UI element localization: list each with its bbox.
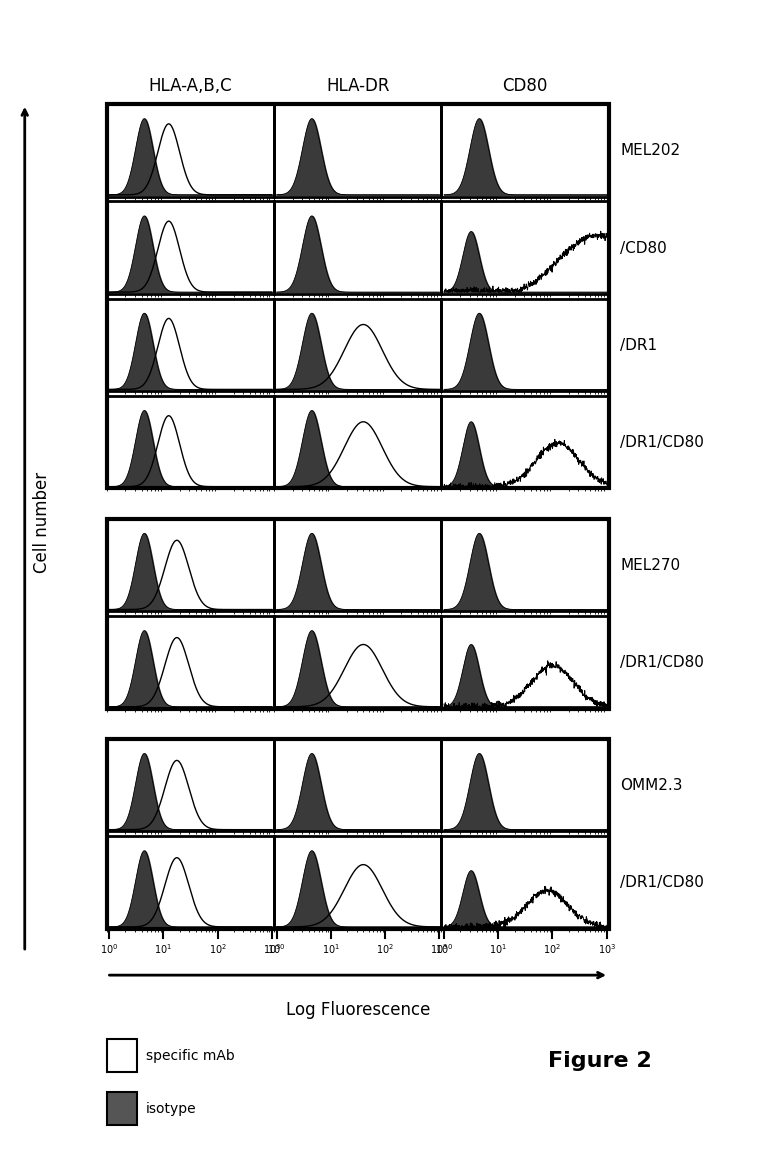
Text: $10^{2}$: $10^{2}$ xyxy=(543,942,562,956)
Text: /DR1/CD80: /DR1/CD80 xyxy=(620,435,704,450)
Text: $10^{2}$: $10^{2}$ xyxy=(376,942,394,956)
Text: $10^{1}$: $10^{1}$ xyxy=(322,942,339,956)
Text: /DR1: /DR1 xyxy=(620,338,658,353)
Text: $10^{3}$: $10^{3}$ xyxy=(263,942,281,956)
Text: Figure 2: Figure 2 xyxy=(548,1051,651,1070)
Text: HLA-A,B,C: HLA-A,B,C xyxy=(148,78,232,95)
Text: MEL270: MEL270 xyxy=(620,557,680,572)
Text: $10^{1}$: $10^{1}$ xyxy=(489,942,507,956)
Text: $10^{3}$: $10^{3}$ xyxy=(597,942,616,956)
Text: /DR1/CD80: /DR1/CD80 xyxy=(620,875,704,890)
Text: Log Fluorescence: Log Fluorescence xyxy=(285,1001,430,1018)
Text: $10^{2}$: $10^{2}$ xyxy=(209,942,227,956)
Text: specific mAb: specific mAb xyxy=(146,1048,235,1062)
Text: MEL202: MEL202 xyxy=(620,143,680,158)
Text: CD80: CD80 xyxy=(502,78,548,95)
Text: $10^{0}$: $10^{0}$ xyxy=(267,942,285,956)
Text: $10^{3}$: $10^{3}$ xyxy=(430,942,448,956)
Text: $10^{1}$: $10^{1}$ xyxy=(154,942,172,956)
Text: /CD80: /CD80 xyxy=(620,240,667,255)
Text: HLA-DR: HLA-DR xyxy=(326,78,390,95)
Text: isotype: isotype xyxy=(146,1102,197,1116)
Text: OMM2.3: OMM2.3 xyxy=(620,778,683,793)
Text: $10^{0}$: $10^{0}$ xyxy=(100,942,118,956)
Text: Cell number: Cell number xyxy=(33,471,51,574)
Text: /DR1/CD80: /DR1/CD80 xyxy=(620,655,704,670)
Text: $10^{0}$: $10^{0}$ xyxy=(435,942,453,956)
